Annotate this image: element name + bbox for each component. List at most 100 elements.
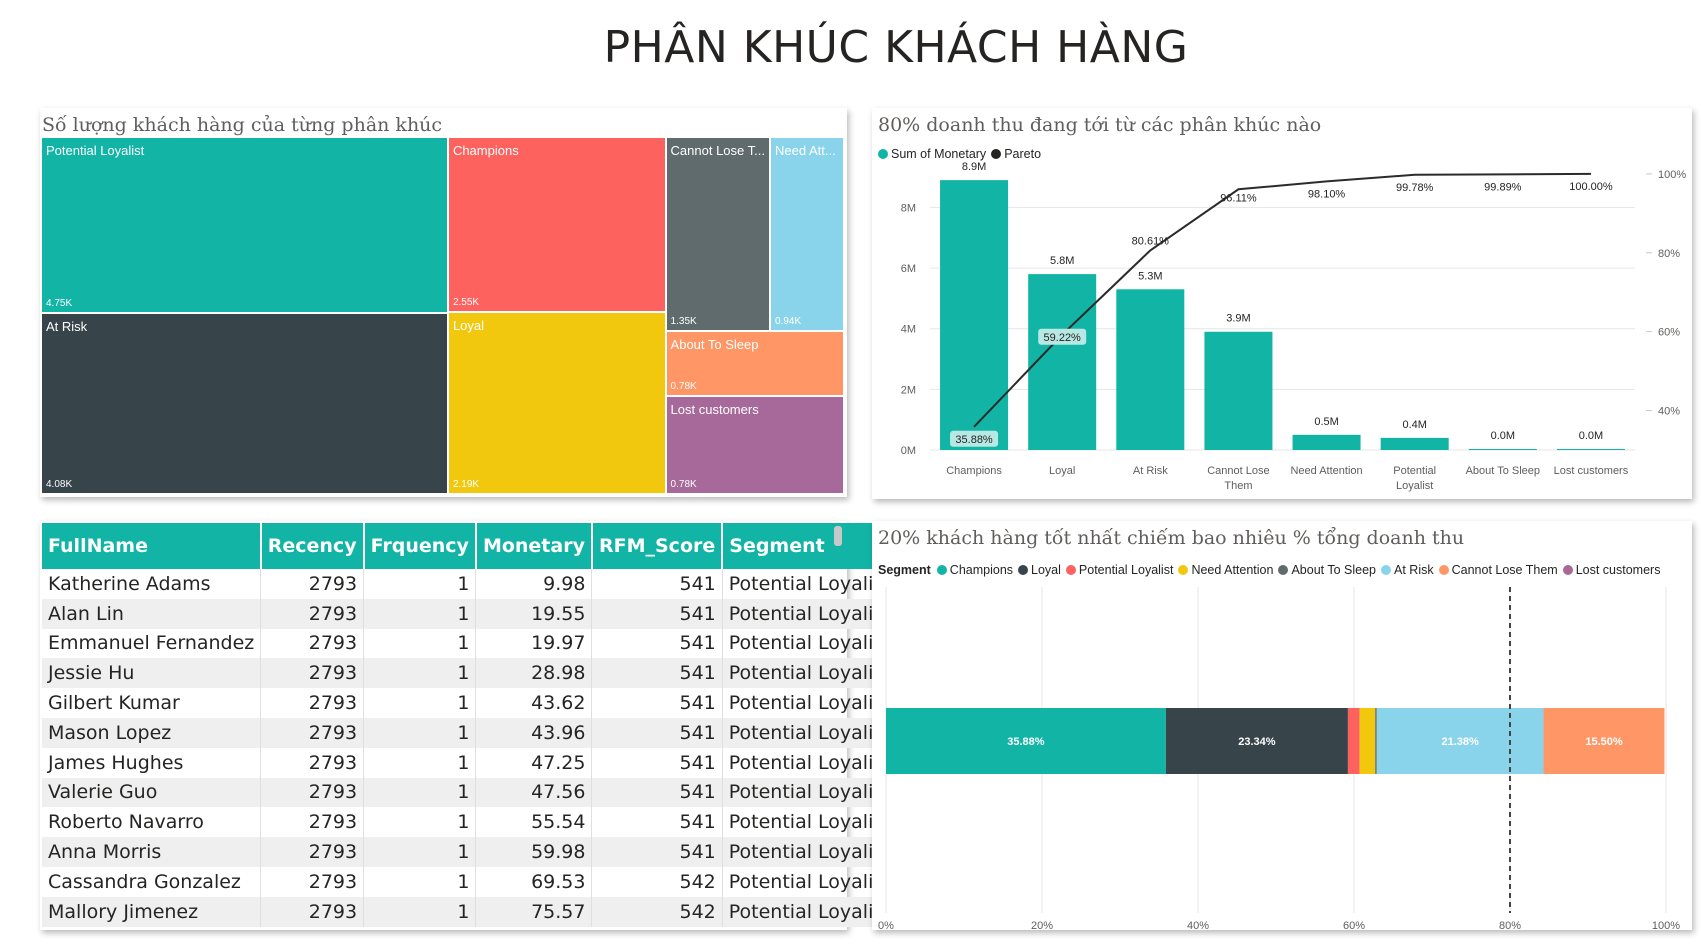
stacked-segment <box>1347 708 1360 774</box>
pareto-label-bg <box>950 430 999 447</box>
pareto-title: 80% doanh thu đang tới từ các phân khúc … <box>878 114 1322 136</box>
legend-item-sum-of-monetary[interactable]: Sum of Monetary <box>878 147 986 161</box>
treemap-chart: Potential Loyalist 4.75K At Risk 4.08K Champ… <box>42 138 845 495</box>
bar-data-label: 8.9M <box>962 161 986 173</box>
legend-item-champions[interactable]: Champions <box>936 563 1013 577</box>
table-cell-segment: Potential Loyalist <box>722 866 898 897</box>
pareto-data-label: 99.78% <box>1396 182 1434 194</box>
table-row[interactable]: Anna Morris 2793 1 59.98 541 Potential Loyali… <box>42 837 898 867</box>
treemap-panel[interactable]: Số lượng khách hàng của từng phân khúc P… <box>40 108 847 497</box>
table-cell-frquency: 1 <box>363 747 477 778</box>
segment-data-label: 15.50% <box>1585 736 1623 748</box>
treemap-cell-at-risk[interactable]: At Risk 4.08K <box>42 314 449 495</box>
legend-dot-icon <box>1018 565 1029 575</box>
table-row[interactable]: Cassandra Gonzalez 2793 1 69.53 542 Potential… <box>42 866 898 897</box>
table-cell-fullname: Katherine Adams <box>42 569 262 599</box>
table-row[interactable]: Katherine Adams 2793 1 9.98 541 Potential Loy… <box>42 569 898 599</box>
table-row[interactable]: Roberto Navarro 2793 1 55.54 541 Potential Lo… <box>42 807 898 838</box>
legend-title: Segment <box>878 563 931 577</box>
treemap-cell-champions[interactable]: Champions 2.55K <box>448 138 667 313</box>
table-cell-monetary: 47.25 <box>475 747 593 778</box>
treemap-cell-need-att[interactable]: Need Att... 0.94K <box>771 138 845 332</box>
legend-item-cannot-lose-them[interactable]: Cannot Lose Them <box>1438 563 1558 577</box>
table-row[interactable]: Alan Lin 2793 1 19.55 541 Potential Loyalist <box>42 598 898 629</box>
column-header-rfm-score[interactable]: RFM_Score <box>591 523 724 569</box>
treemap-cell-potential-loyalist[interactable]: Potential Loyalist 4.75K <box>42 138 449 314</box>
table-cell-frquency: 1 <box>363 837 477 867</box>
table-row[interactable]: Valerie Guo 2793 1 47.56 541 Potential Loyali… <box>42 777 898 808</box>
x-tick-label: Them <box>1224 480 1252 492</box>
table-cell-frquency: 1 <box>363 866 477 897</box>
pareto-data-label: 96.11% <box>1220 192 1257 204</box>
table-cell-segment: Potential Loyalist <box>722 628 898 659</box>
column-header-recency[interactable]: Recency <box>260 523 365 569</box>
treemap-cell-about-to-sleep[interactable]: About To Sleep 0.78K <box>666 332 845 397</box>
table-cell-segment: Potential Loyalist <box>722 569 898 599</box>
table-row[interactable]: Jessie Hu 2793 1 28.98 541 Potential Loyalist <box>42 658 898 689</box>
column-header-segment[interactable]: Segment <box>722 523 899 569</box>
table-cell-segment: Potential Loyalist <box>722 688 898 718</box>
legend-dot-icon <box>1278 565 1289 575</box>
table-cell-recency: 2793 <box>260 896 365 927</box>
bar-need-attention <box>1292 434 1361 450</box>
treemap-cell-lost-customers[interactable]: Lost customers 0.78K <box>666 397 845 495</box>
table-row[interactable]: Gilbert Kumar 2793 1 43.62 541 Potential Loya… <box>42 688 898 718</box>
table-row[interactable]: Mason Lopez 2793 1 43.96 541 Potential Loyali… <box>42 717 898 748</box>
table-row[interactable]: James Hughes 2793 1 47.25 541 Potential Loyal… <box>42 747 898 778</box>
stacked-segment <box>886 708 1166 774</box>
pareto-chart: 0M 2M 4M 6M 8M 40% 60% 80% 100% 8.9M Champions 5.8M… <box>901 161 1687 492</box>
treemap-cell-loyal[interactable]: Loyal 2.19K <box>448 313 667 495</box>
legend-dot-icon <box>1178 565 1189 575</box>
table-cell-frquency: 1 <box>363 598 477 629</box>
x-tick-label: 60% <box>1343 920 1365 930</box>
bar-champions <box>940 180 1009 450</box>
table-row[interactable]: Mallory Jimenez 2793 1 75.57 542 Potential Lo… <box>42 896 898 927</box>
bar-potential-loyalist <box>1380 437 1449 450</box>
table-cell-frquency: 1 <box>363 569 477 599</box>
table-scrollbar[interactable] <box>834 526 842 546</box>
legend-item-need-attention[interactable]: Need Attention <box>1178 563 1273 577</box>
treemap-cell-label: Cannot Lose T... <box>670 143 765 158</box>
table-cell-fullname: Mallory Jimenez <box>42 896 262 927</box>
table-header-row: FullName Recency Frquency Monetary RFM_Score… <box>42 523 899 569</box>
legend-dot-icon <box>936 565 947 575</box>
x-tick-label: 20% <box>1031 920 1053 930</box>
stacked-legend: Segment Champions Loyal Potential Loyalist… <box>878 563 1665 577</box>
column-header-fullname[interactable]: FullName <box>42 523 262 569</box>
legend-item-about-to-sleep[interactable]: About To Sleep <box>1278 563 1376 577</box>
treemap-cell-label: About To Sleep <box>670 337 759 352</box>
legend-label: Potential Loyalist <box>1078 563 1174 577</box>
table-cell-frquency: 1 <box>363 658 477 689</box>
treemap-cell-label: Loyal <box>452 318 485 333</box>
table-cell-recency: 2793 <box>260 866 365 897</box>
treemap-cell-cannot-lose-t[interactable]: Cannot Lose T... 1.35K <box>666 138 771 332</box>
legend-label: At Risk <box>1394 563 1434 577</box>
table-cell-recency: 2793 <box>260 777 365 808</box>
y-tick-label: 2M <box>901 384 916 396</box>
stacked-panel[interactable]: 20% khách hàng tốt nhất chiếm bao nhiêu … <box>872 521 1692 930</box>
column-header-monetary[interactable]: Monetary <box>475 523 593 569</box>
legend-label: Sum of Monetary <box>891 147 987 161</box>
bar-about-to-sleep <box>1468 449 1537 450</box>
table-cell-recency: 2793 <box>260 717 365 748</box>
y-tick-label: 8M <box>901 202 916 214</box>
legend-item-potential-loyalist[interactable]: Potential Loyalist <box>1065 563 1174 577</box>
column-header-frquency[interactable]: Frquency <box>363 523 477 569</box>
legend-item-pareto[interactable]: Pareto <box>991 147 1041 161</box>
pareto-data-label: 98.10% <box>1308 188 1346 200</box>
table-cell-rfm-score: 541 <box>591 598 723 629</box>
pareto-panel[interactable]: 80% doanh thu đang tới từ các phân khúc … <box>872 108 1692 499</box>
pareto-data-label: 80.61% <box>1132 235 1170 247</box>
table-cell-monetary: 19.55 <box>475 598 593 629</box>
legend-label: Lost customers <box>1575 563 1661 577</box>
legend-item-lost-customers[interactable]: Lost customers <box>1562 563 1661 577</box>
table-row[interactable]: Emmanuel Fernandez 2793 1 19.97 541 Potential… <box>42 628 898 659</box>
table-cell-rfm-score: 541 <box>591 747 723 778</box>
table-cell-recency: 2793 <box>260 747 365 778</box>
legend-item-at-risk[interactable]: At Risk <box>1381 563 1434 577</box>
x-tick-label: Potential <box>1393 465 1436 477</box>
table-cell-fullname: Roberto Navarro <box>42 807 262 838</box>
legend-item-loyal[interactable]: Loyal <box>1018 563 1061 577</box>
bar-data-label: 0.0M <box>1491 430 1515 442</box>
treemap-cell-value: 0.78K <box>670 479 697 490</box>
